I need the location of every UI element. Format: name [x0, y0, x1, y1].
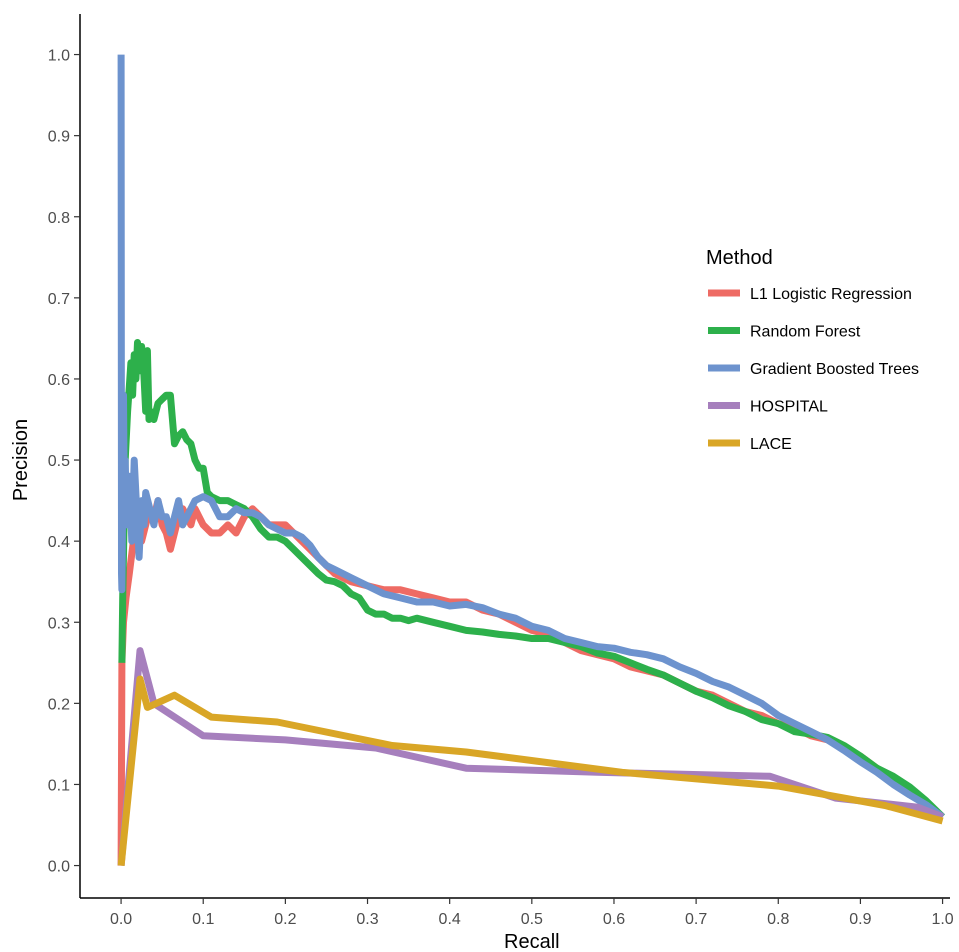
- series-line-gradient-boosted-trees: [117, 54, 945, 820]
- legend-label: Random Forest: [750, 324, 861, 341]
- x-tick-label: 0.6: [603, 911, 625, 928]
- x-tick-label: 0.4: [439, 911, 461, 928]
- x-tick-label: 1.0: [931, 911, 953, 928]
- y-tick-label: 0.3: [48, 615, 70, 632]
- series-layer: [117, 54, 946, 866]
- y-tick-label: 0.4: [48, 534, 70, 551]
- legend-label: HOSPITAL: [750, 399, 828, 416]
- y-tick-label: 0.1: [48, 777, 70, 794]
- y-tick-label: 1.0: [48, 48, 70, 65]
- series-line-l1-logistic-regression: [117, 497, 945, 866]
- x-tick-label: 0.1: [192, 911, 214, 928]
- y-tick-label: 0.6: [48, 372, 70, 389]
- x-tick-label: 0.8: [767, 911, 789, 928]
- x-tick-label: 0.0: [110, 911, 132, 928]
- x-tick-label: 0.5: [521, 911, 543, 928]
- legend-label: LACE: [750, 436, 792, 453]
- x-tick-label: 0.7: [685, 911, 707, 928]
- legend: Method L1 Logistic Regression Random Fore…: [706, 247, 919, 453]
- x-tick-label: 0.3: [356, 911, 378, 928]
- legend-label: Gradient Boosted Trees: [750, 361, 919, 378]
- legend-title: Method: [706, 247, 773, 269]
- x-axis-ticks: 0.0 0.1 0.2 0.3 0.4 0.5 0.6 0.7 0.8 0.9 1.0: [110, 898, 954, 928]
- x-tick-label: 0.9: [849, 911, 871, 928]
- y-tick-label: 0.5: [48, 453, 70, 470]
- x-tick-label: 0.2: [274, 911, 296, 928]
- y-tick-label: 0.7: [48, 291, 70, 308]
- legend-entries: L1 Logistic Regression Random Forest Gradi…: [708, 286, 919, 453]
- y-tick-label: 0.8: [48, 210, 70, 227]
- x-axis-title: Recall: [504, 931, 560, 952]
- y-axis-ticks: 0.0 0.1 0.2 0.3 0.4 0.5 0.6 0.7 0.8 0.9 1.0: [48, 48, 80, 876]
- y-tick-label: 0.2: [48, 696, 70, 713]
- y-axis-title: Precision: [10, 419, 32, 501]
- y-tick-label: 0.0: [48, 859, 70, 876]
- series-line-lace: [117, 675, 944, 866]
- series-line-random-forest: [118, 339, 946, 820]
- y-tick-label: 0.9: [48, 129, 70, 146]
- legend-label: L1 Logistic Regression: [750, 286, 912, 303]
